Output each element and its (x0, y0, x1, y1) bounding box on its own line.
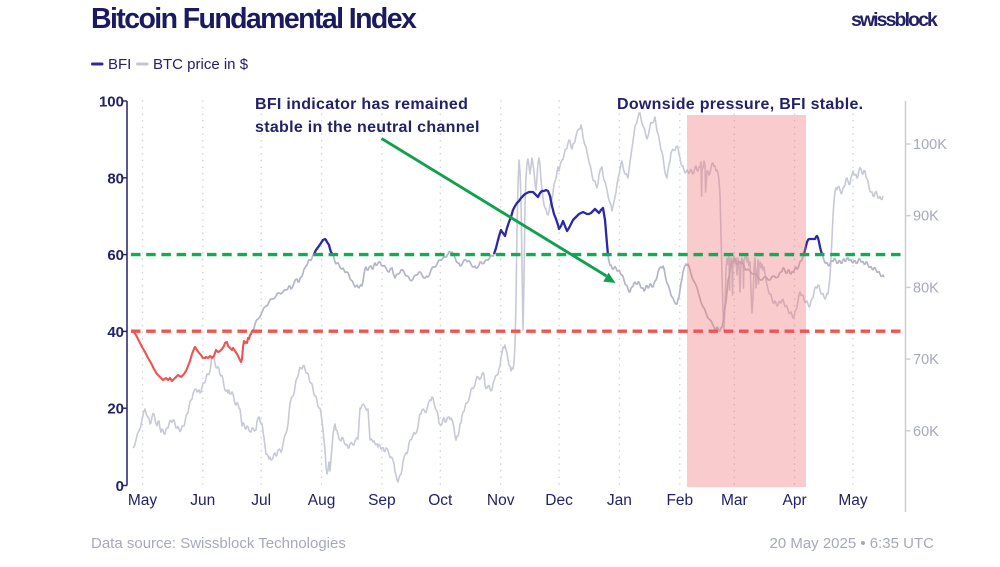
svg-text:Jul: Jul (251, 492, 271, 509)
svg-text:Apr: Apr (783, 492, 807, 509)
svg-text:80K: 80K (913, 280, 939, 296)
svg-text:May: May (838, 492, 868, 509)
svg-text:Mar: Mar (721, 492, 748, 509)
svg-text:swissblock: swissblock (851, 9, 938, 31)
svg-text:60K: 60K (913, 424, 939, 440)
svg-text:Bitcoin Fundamental Index: Bitcoin Fundamental Index (91, 3, 417, 35)
svg-text:80: 80 (107, 170, 124, 187)
svg-text:Downside pressure, BFI stable.: Downside pressure, BFI stable. (617, 96, 863, 113)
svg-text:Feb: Feb (666, 492, 693, 509)
svg-text:stable in the neutral channel: stable in the neutral channel (255, 119, 480, 136)
svg-text:Jan: Jan (607, 492, 632, 509)
svg-text:100K: 100K (913, 137, 947, 153)
svg-text:90K: 90K (913, 209, 939, 225)
svg-text:70K: 70K (913, 352, 939, 368)
svg-text:40: 40 (107, 324, 124, 341)
svg-text:BTC price in $: BTC price in $ (153, 56, 249, 73)
svg-text:Aug: Aug (308, 492, 336, 509)
svg-text:BFI: BFI (108, 56, 131, 73)
svg-text:20: 20 (107, 401, 124, 418)
svg-text:May: May (128, 492, 158, 509)
svg-text:Dec: Dec (545, 492, 573, 509)
svg-text:Jun: Jun (190, 492, 215, 509)
svg-text:Data source: Swissblock Techno: Data source: Swissblock Technologies (91, 535, 346, 552)
svg-text:20 May 2025 • 6:35 UTC: 20 May 2025 • 6:35 UTC (769, 535, 934, 552)
svg-text:Sep: Sep (368, 492, 396, 509)
svg-text:0: 0 (116, 478, 124, 495)
svg-text:Oct: Oct (428, 492, 453, 509)
svg-text:Nov: Nov (487, 492, 515, 509)
svg-text:BFI indicator has remained: BFI indicator has remained (255, 96, 468, 113)
svg-text:60: 60 (107, 247, 124, 264)
svg-text:100: 100 (99, 94, 124, 111)
